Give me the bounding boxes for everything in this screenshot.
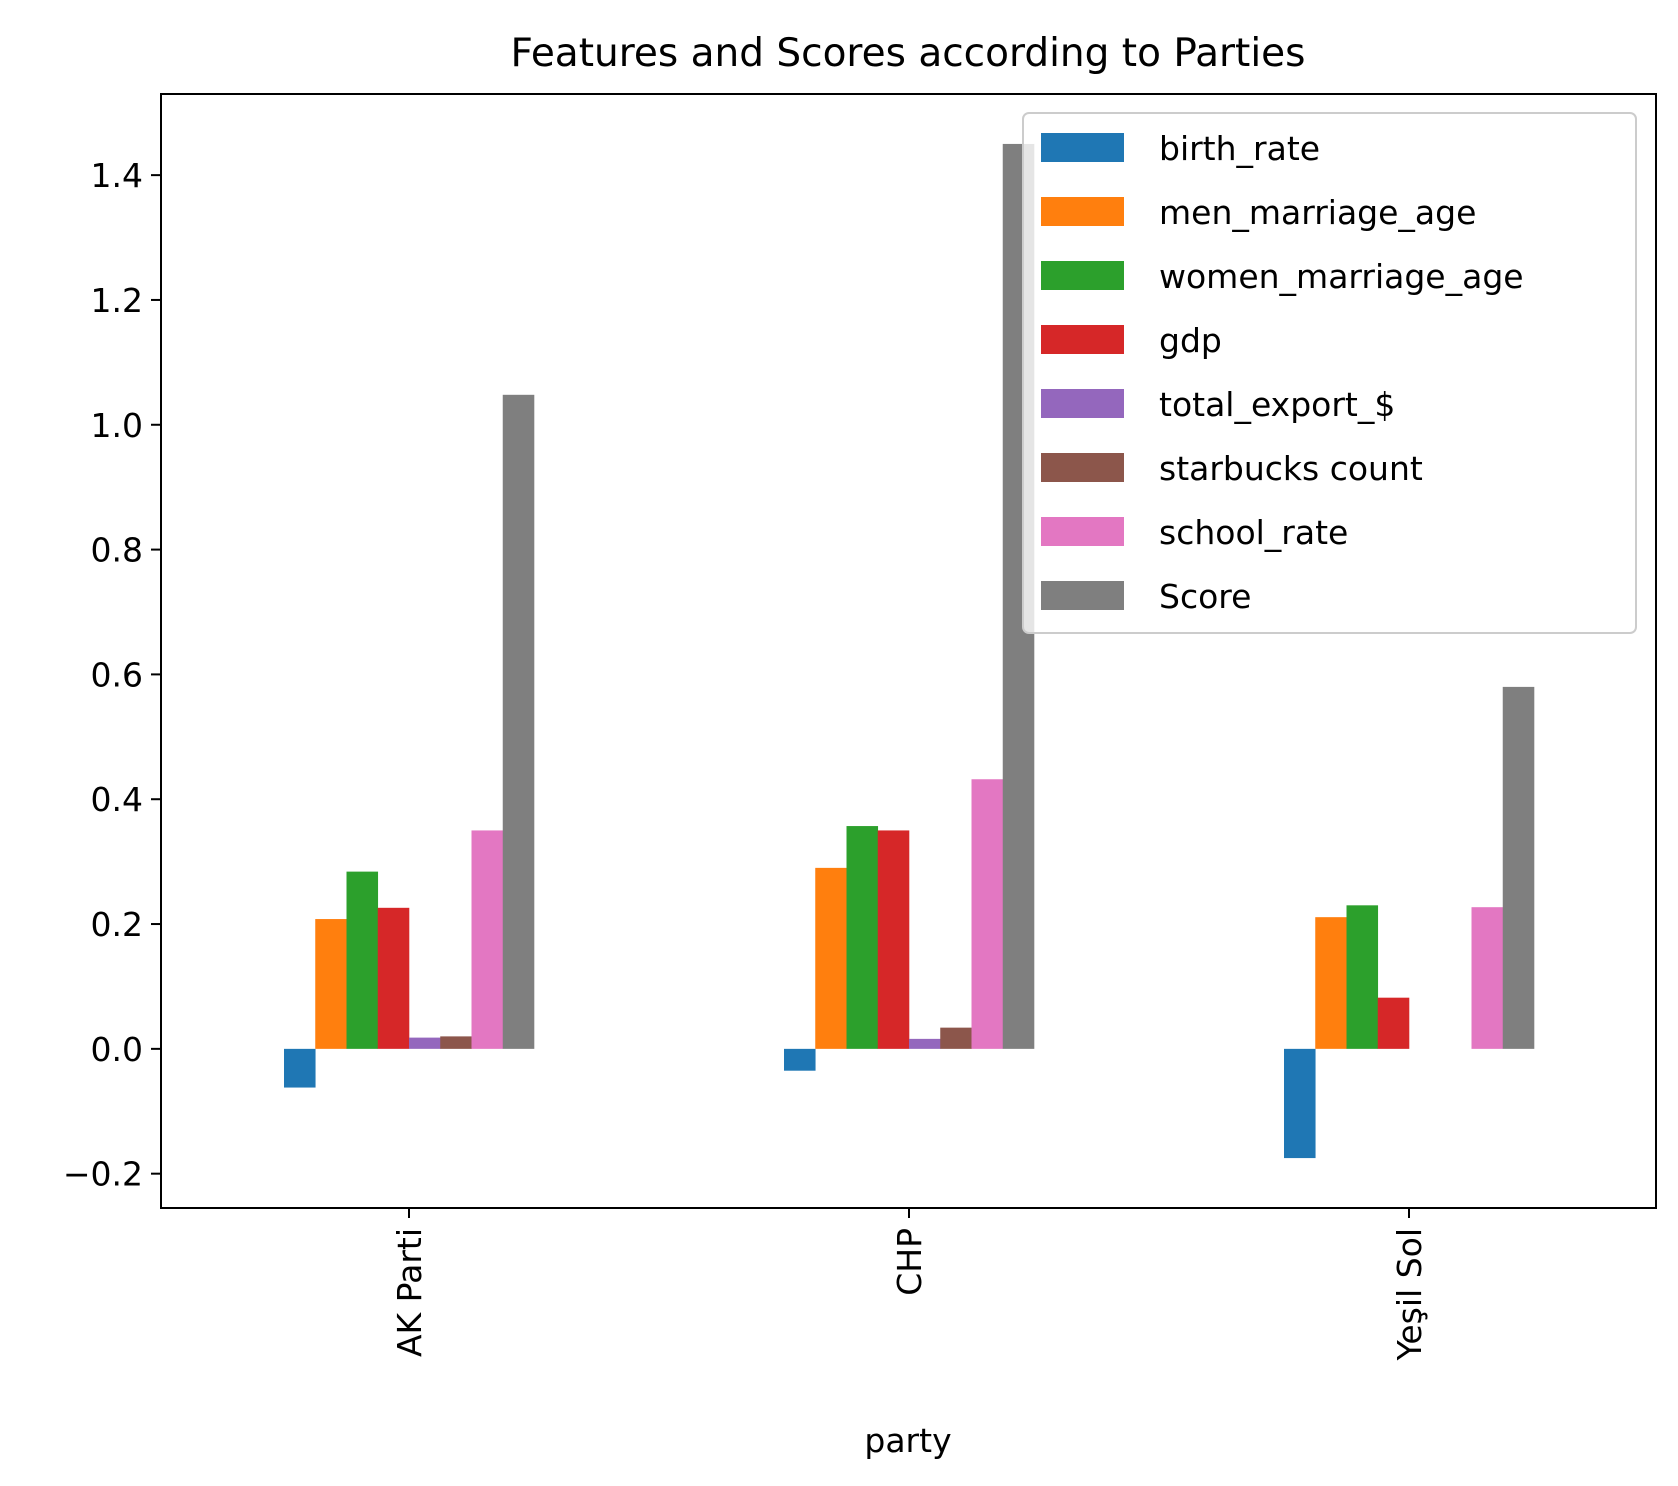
legend-label-starbucks-count: starbucks count (1159, 449, 1423, 488)
y-tick-label: 0.6 (91, 655, 143, 694)
x-tick-label: Yeşil Sol (1390, 1228, 1429, 1361)
legend-swatch-birth-rate (1041, 133, 1124, 162)
legend-swatch-starbucks-count (1041, 453, 1124, 482)
chart-title: Features and Scores according to Parties (511, 31, 1306, 76)
y-tick-label: 1.2 (91, 281, 143, 320)
y-tick-label: −0.2 (63, 1155, 143, 1194)
y-tick-label: 0.4 (91, 780, 143, 819)
bar-school-rate-1 (971, 779, 1004, 1049)
legend-swatch-total-export- (1041, 389, 1124, 418)
bar-score-0 (502, 394, 535, 1049)
bar-total-export--0 (409, 1037, 441, 1049)
bar-gdp-1 (877, 830, 910, 1049)
bar-men-marriage-age-1 (815, 867, 847, 1049)
bar-men-marriage-age-2 (1315, 917, 1347, 1049)
legend-label-birth-rate: birth_rate (1159, 129, 1320, 168)
bar-gdp-0 (377, 907, 410, 1049)
x-axis: AK Parti CHP Yeşil Sol (390, 1208, 1429, 1361)
bar-starbucks-count-0 (440, 1036, 472, 1049)
x-tick-label: CHP (890, 1228, 929, 1296)
bar-birth-rate-1 (784, 1048, 816, 1071)
legend: birth_rate men_marriage_age women_marriage… (1022, 112, 1637, 634)
y-axis: −0.2 0.0 0.2 0.4 0.6 0.8 1.0 1.2 1.4 (63, 156, 161, 1194)
legend-label-women-marriage-age: women_marriage_age (1159, 257, 1524, 296)
legend-swatch-women-marriage-age (1041, 261, 1124, 290)
legend-label-score: Score (1159, 577, 1251, 616)
bar-school-rate-0 (471, 830, 504, 1049)
y-tick-label: 0.8 (91, 531, 143, 570)
bar-score-2 (1502, 686, 1535, 1049)
bar-total-export--1 (909, 1038, 941, 1049)
bar-school-rate-2 (1471, 907, 1504, 1049)
x-tick-label: AK Parti (390, 1228, 429, 1357)
plot-area-frame (160, 93, 1657, 1209)
bar-starbucks-count-1 (940, 1027, 972, 1049)
y-tick-label: 0.0 (91, 1030, 143, 1069)
bar-birth-rate-2 (1284, 1048, 1316, 1159)
y-tick-label: 1.4 (91, 156, 143, 195)
bar-gdp-2 (1377, 997, 1410, 1049)
legend-box (1022, 112, 1637, 634)
bar-men-marriage-age-0 (315, 919, 347, 1049)
x-axis-label: party (864, 1421, 951, 1460)
y-tick-label: 1.0 (91, 406, 143, 445)
legend-label-total-export-: total_export_$ (1159, 385, 1395, 424)
bar-women-marriage-age-2 (1346, 905, 1379, 1049)
bar-women-marriage-age-1 (846, 826, 879, 1049)
bar-women-marriage-age-0 (346, 871, 379, 1049)
legend-label-gdp: gdp (1159, 321, 1222, 360)
legend-swatch-gdp (1041, 325, 1124, 354)
bar-birth-rate-0 (284, 1048, 316, 1088)
legend-label-men-marriage-age: men_marriage_age (1159, 193, 1476, 232)
legend-swatch-score (1041, 581, 1124, 610)
legend-swatch-school-rate (1041, 517, 1124, 546)
legend-swatch-men-marriage-age (1041, 197, 1124, 226)
legend-label-school-rate: school_rate (1159, 513, 1348, 552)
y-tick-label: 0.2 (91, 905, 143, 944)
